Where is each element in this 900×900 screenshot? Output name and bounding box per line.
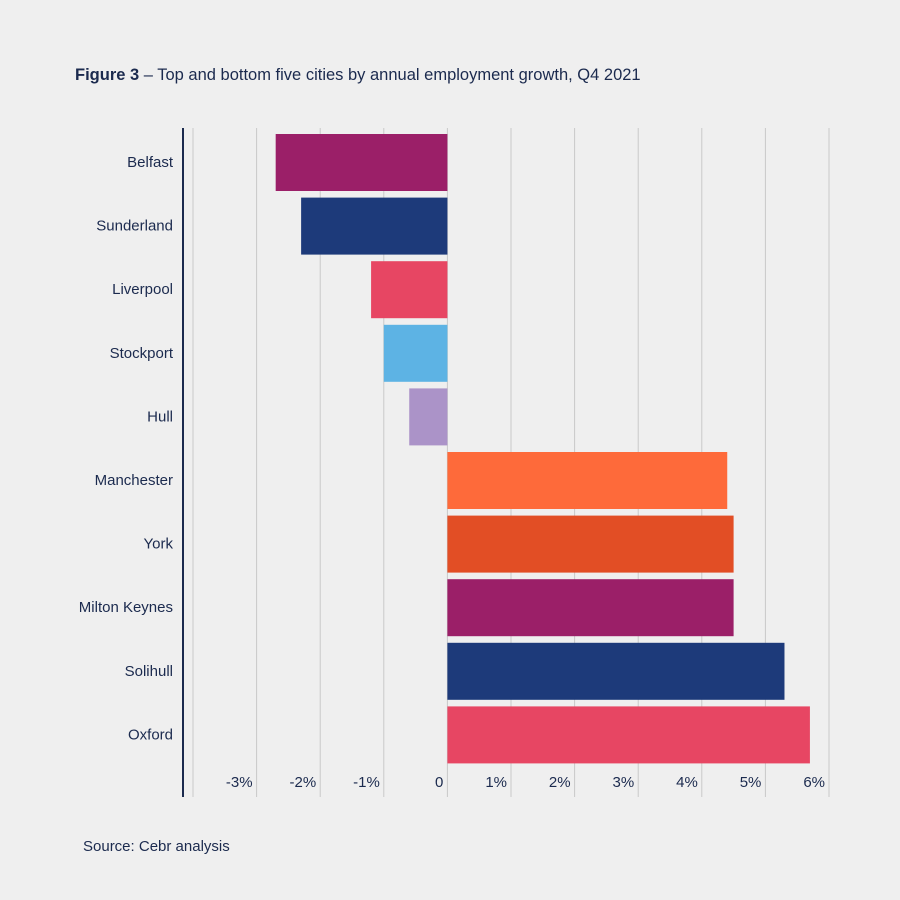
tick-label: 1% (485, 774, 507, 791)
category-label: Sunderland (96, 218, 173, 235)
tick-label: -1% (353, 774, 380, 791)
bar-belfast (275, 134, 448, 191)
bar-manchester (447, 452, 728, 509)
bar-sunderland (301, 197, 448, 255)
tick-label: 4% (676, 774, 698, 791)
tick-label: -3% (226, 774, 253, 791)
category-labels: Belfast Sunderland Liverpool Stockport Hull M… (79, 154, 174, 743)
figure-title: Top and bottom five cities by annual emp… (157, 66, 641, 84)
category-label: Manchester (95, 472, 173, 489)
figure-label: Figure 3 (75, 66, 140, 84)
tick-labels: -3% -2% -1% 0 1% 2% 3% 4% 5% 6% (226, 774, 825, 791)
tick-label: 3% (613, 774, 635, 791)
tick-label: 0 (435, 774, 443, 791)
bar-oxford (447, 706, 810, 764)
source-note: Source: Cebr analysis (83, 838, 230, 855)
category-label: Belfast (127, 154, 174, 171)
category-label: Liverpool (112, 281, 173, 298)
tick-label: 2% (549, 774, 571, 791)
bar-liverpool (371, 261, 448, 319)
category-label: Oxford (128, 726, 173, 743)
chart-title: Figure 3 – Top and bottom five cities by… (75, 66, 641, 85)
bar-solihull (447, 642, 785, 700)
bar-stockport (383, 324, 448, 382)
tick-label: 6% (803, 774, 825, 791)
bar-milton-keynes (447, 579, 734, 637)
tick-label: -2% (290, 774, 317, 791)
bar-york (447, 515, 734, 573)
title-separator: – (139, 66, 158, 84)
tick-label: 5% (740, 774, 762, 791)
category-label: York (144, 536, 174, 553)
category-label: Milton Keynes (79, 599, 173, 616)
bar-hull (409, 388, 448, 446)
bars (275, 134, 810, 764)
category-label: Solihull (125, 663, 173, 680)
category-label: Hull (147, 408, 173, 425)
category-label: Stockport (110, 345, 174, 362)
